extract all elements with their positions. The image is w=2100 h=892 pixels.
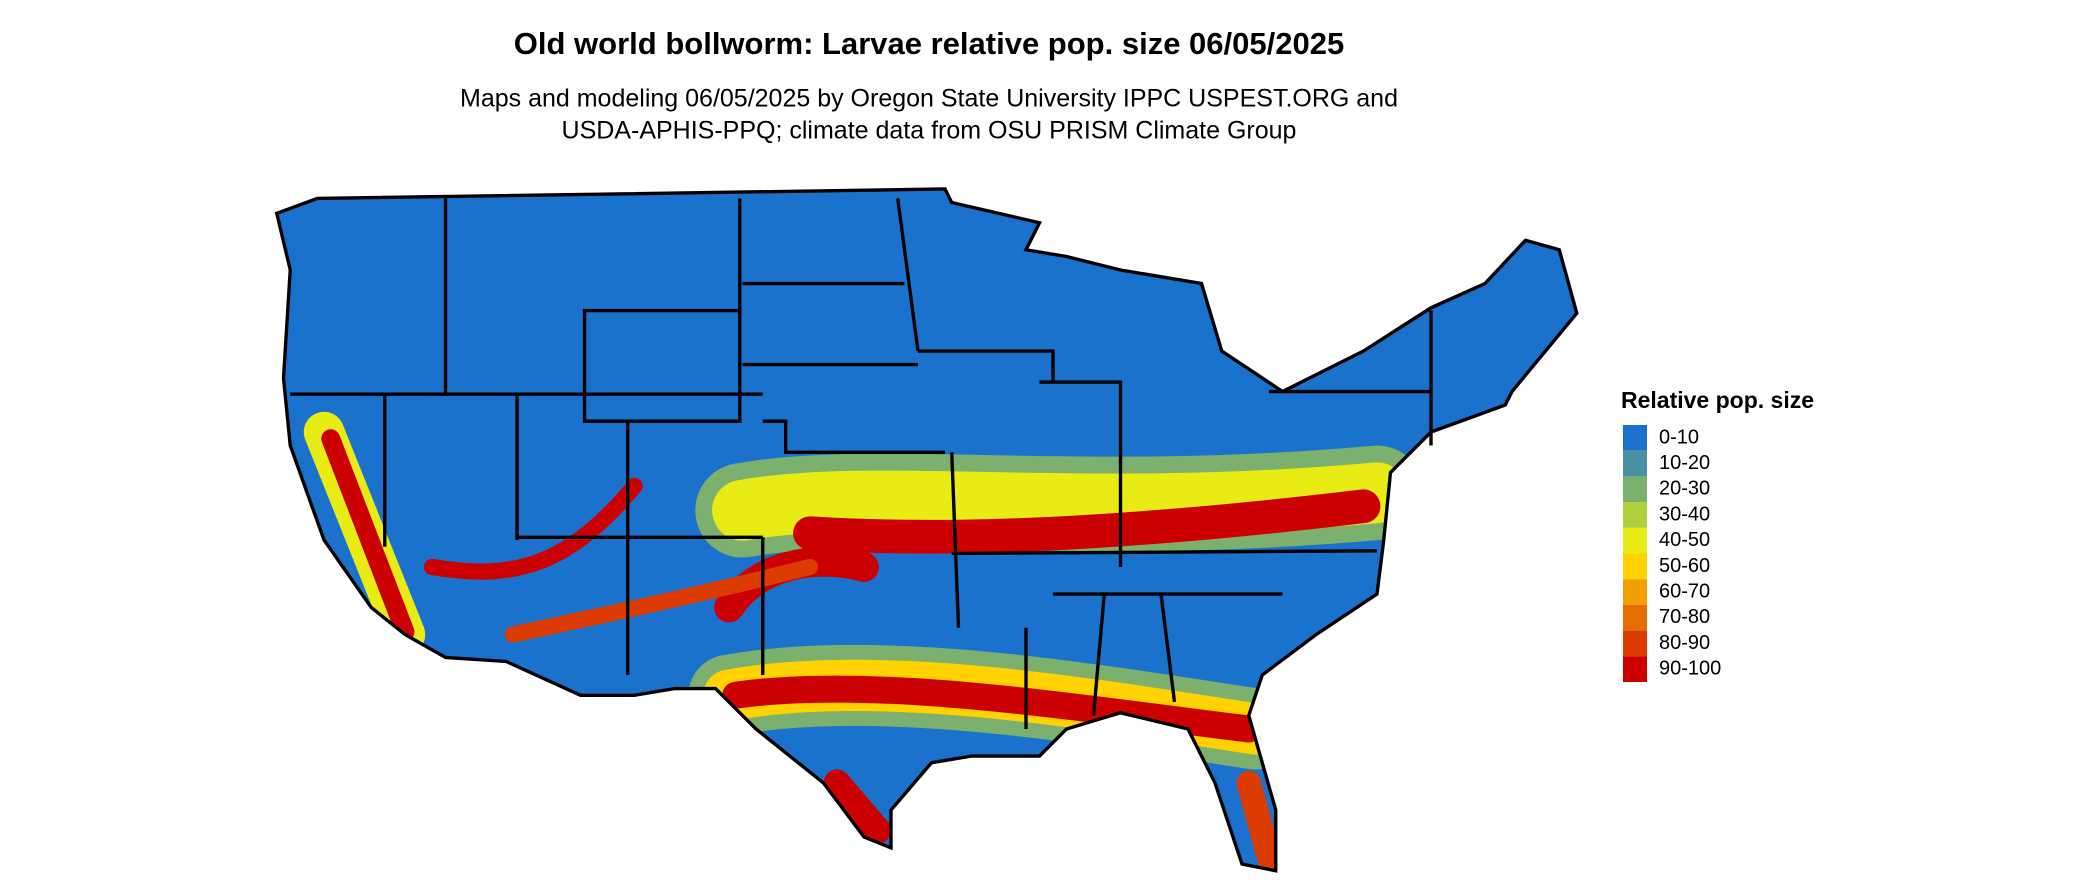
legend: 0-10 10-20 20-30 30-40 40-50 50-60 60-70 70-80 8…	[1623, 425, 1721, 682]
subtitle: USDA-APHIS-PPQ; climate data from OSU PR…	[562, 117, 1297, 145]
legend-swatch	[1623, 553, 1647, 580]
legend-label: 50-60	[1659, 555, 1710, 577]
legend-label: 0-10	[1659, 426, 1699, 448]
legend-title: Relative pop. size	[1621, 387, 1814, 413]
us-map	[274, 187, 1579, 873]
legend-label: 30-40	[1659, 503, 1710, 525]
legend-swatch	[1623, 527, 1647, 554]
legend-swatch	[1623, 604, 1647, 631]
legend-swatch	[1623, 476, 1647, 503]
legend-swatch	[1623, 656, 1647, 682]
title: Old world bollworm: Larvae relative pop.…	[514, 26, 1344, 61]
legend-swatch	[1623, 450, 1647, 477]
legend-label: 60-70	[1659, 580, 1710, 602]
legend-swatch	[1623, 630, 1647, 657]
legend-swatch	[1623, 425, 1647, 451]
state-borders	[274, 187, 1579, 873]
legend-label: 10-20	[1659, 452, 1710, 474]
risk-bands	[303, 411, 1425, 870]
legend-label: 80-90	[1659, 632, 1710, 654]
legend-swatch	[1623, 579, 1647, 605]
legend-label: 70-80	[1659, 606, 1710, 628]
legend-label: 20-30	[1659, 478, 1710, 500]
legend-label: 90-100	[1659, 658, 1721, 680]
legend-label: 40-50	[1659, 529, 1710, 551]
legend-swatch	[1623, 502, 1647, 528]
subtitle: Maps and modeling 06/05/2025 by Oregon S…	[460, 85, 1398, 113]
